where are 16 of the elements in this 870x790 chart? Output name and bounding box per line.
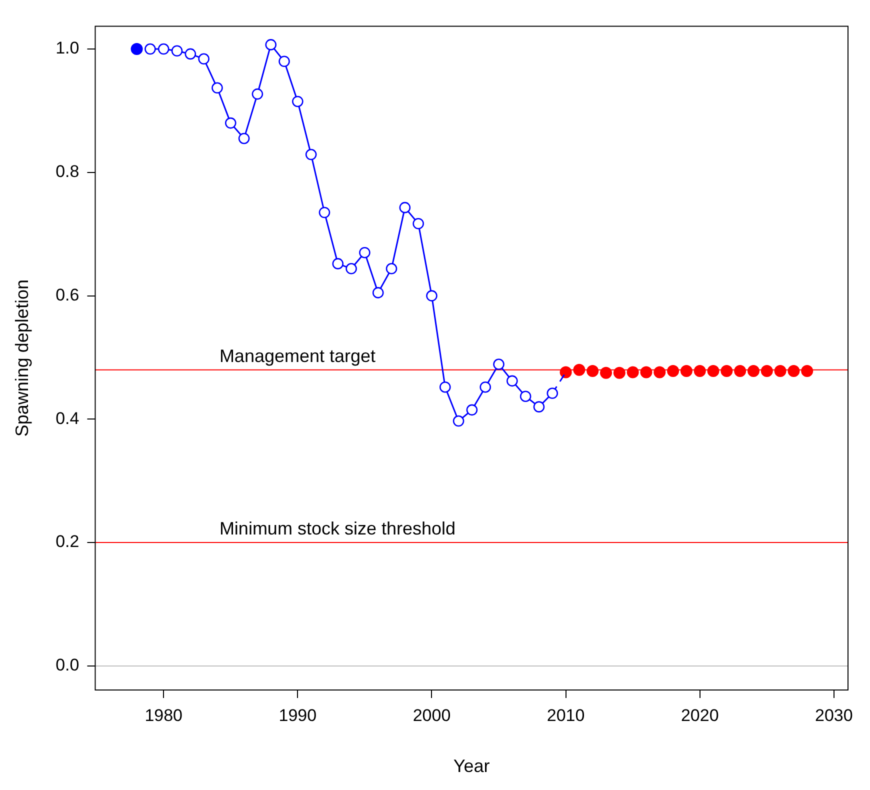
- y-tick-label: 0.6: [56, 285, 80, 304]
- y-tick-label: 0.0: [56, 656, 80, 675]
- ref-line-label: Minimum stock size threshold: [219, 518, 456, 539]
- y-tick-label: 0.8: [56, 162, 80, 182]
- x-tick-label: 2000: [412, 706, 451, 725]
- y-tick-label: 0.4: [56, 408, 80, 428]
- ref-line-label: Management target: [219, 346, 376, 366]
- y-axis-title: Spawning depletion: [12, 280, 32, 437]
- x-tick-label: 1990: [278, 706, 317, 725]
- x-tick-label: 2020: [680, 706, 719, 725]
- y-tick-label: 1.0: [56, 38, 80, 58]
- x-tick-label: 1980: [144, 706, 183, 725]
- x-tick-label: 2030: [815, 706, 853, 725]
- x-tick-label: 2010: [546, 706, 585, 725]
- y-tick-label: 0.2: [56, 532, 80, 552]
- x-axis-title: Year: [453, 756, 490, 776]
